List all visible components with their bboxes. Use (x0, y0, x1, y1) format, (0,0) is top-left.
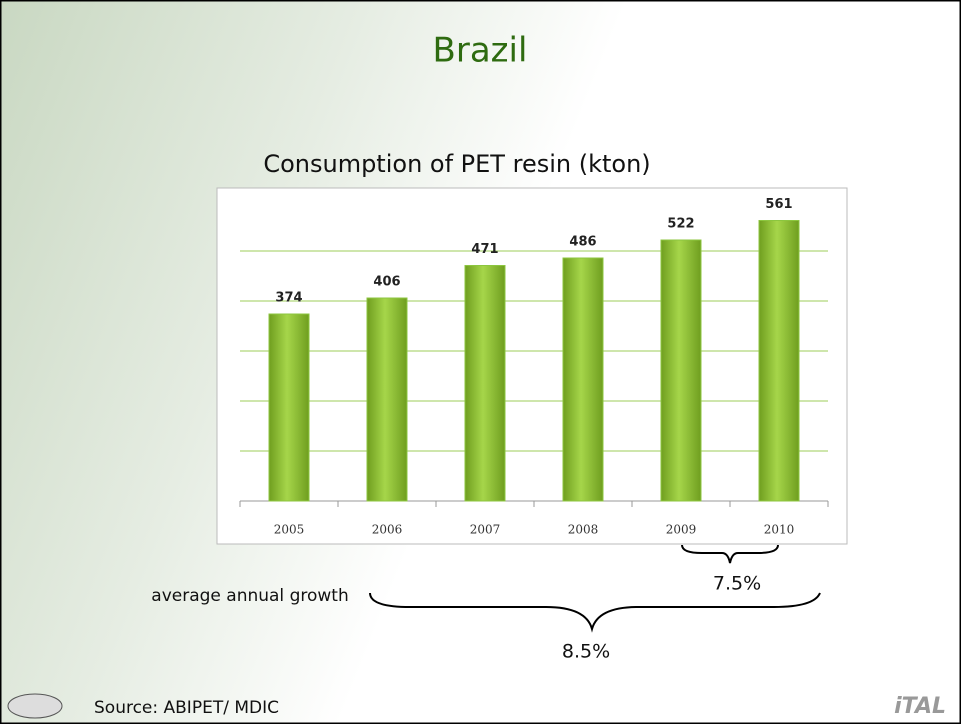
x-tick-label: 2005 (274, 523, 305, 537)
brace-short (681, 544, 779, 564)
bar (464, 265, 506, 502)
value-label: 406 (373, 275, 400, 290)
left-logo (7, 693, 63, 719)
growth-label: average annual growth (151, 586, 349, 606)
bar (758, 220, 800, 502)
x-tick-label: 2007 (470, 523, 501, 537)
chart-frame (216, 187, 848, 545)
growth-long: 8.5% (562, 641, 610, 663)
chart-subtitle: Consumption of PET resin (kton) (263, 150, 650, 178)
bar (660, 239, 702, 502)
growth-short: 7.5% (713, 573, 761, 595)
value-label: 561 (765, 197, 792, 212)
value-label: 486 (569, 235, 596, 250)
x-tick-label: 2010 (764, 523, 795, 537)
ital-logo: iTAL (894, 694, 946, 719)
bar (366, 297, 408, 502)
plot: 2005 374 2006 406 2007 471 2008 486 2009 522 2010 5… (239, 197, 829, 537)
brace-long (369, 592, 821, 633)
source: Source: ABIPET/ MDIC (94, 698, 279, 718)
bar (268, 313, 310, 502)
x-tick-label: 2008 (568, 523, 599, 537)
growth-label-box: average annual growth (151, 586, 349, 606)
value-label: 471 (471, 242, 498, 257)
x-tick-label: 2009 (666, 523, 697, 537)
value-label: 374 (275, 291, 302, 306)
x-tick-label: 2006 (372, 523, 403, 537)
bar (562, 257, 604, 502)
value-label: 522 (667, 217, 694, 232)
slide-title: Brazil (433, 31, 528, 71)
